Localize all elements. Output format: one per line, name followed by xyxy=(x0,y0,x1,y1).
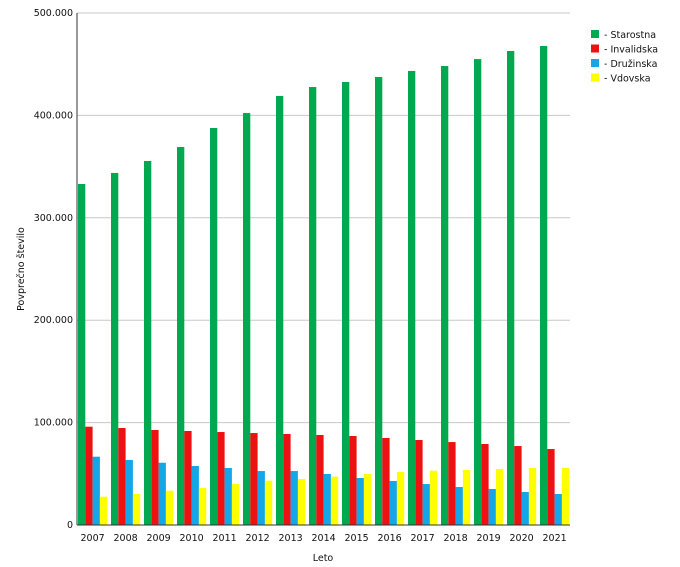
y-tick-label: 300.000 xyxy=(34,213,73,224)
bar-vdovska-2011 xyxy=(231,484,240,525)
bar-invalidska-2016 xyxy=(382,437,390,525)
x-tick-label: 2007 xyxy=(81,533,105,544)
bar-družinska-2010 xyxy=(191,466,199,525)
bar-družinska-2017 xyxy=(422,484,430,525)
bar-družinska-2013 xyxy=(290,471,298,525)
bar-družinska-2007 xyxy=(92,456,100,525)
bar-družinska-2011 xyxy=(224,467,232,525)
bar-družinska-2018 xyxy=(455,487,463,525)
bar-starostna-2016 xyxy=(375,77,383,525)
bar-družinska-2008 xyxy=(125,459,133,525)
x-tick-label: 2011 xyxy=(213,533,237,544)
bar-vdovska-2008 xyxy=(132,493,141,525)
legend-label: - Vdovska xyxy=(604,74,651,85)
bar-starostna-2009 xyxy=(144,160,152,525)
bar-starostna-2013 xyxy=(276,95,284,525)
bar-družinska-2009 xyxy=(158,462,166,525)
y-tick-label: 200.000 xyxy=(34,315,73,326)
axes xyxy=(76,13,570,526)
bar-invalidska-2014 xyxy=(316,434,324,525)
bar-starostna-2017 xyxy=(408,70,416,525)
bar-vdovska-2017 xyxy=(429,470,438,525)
x-tick-label: 2016 xyxy=(378,533,402,544)
x-tick-label: 2017 xyxy=(411,533,435,544)
x-tick-label: 2020 xyxy=(510,533,534,544)
x-tick-label: 2012 xyxy=(246,533,270,544)
bar-invalidska-2017 xyxy=(415,440,423,525)
legend-swatch xyxy=(591,59,599,67)
bar-invalidska-2015 xyxy=(349,436,357,525)
bar-starostna-2019 xyxy=(474,59,482,526)
bar-invalidska-2018 xyxy=(448,442,456,525)
bar-starostna-2015 xyxy=(342,82,350,525)
bar-družinska-2019 xyxy=(488,488,496,525)
bar-invalidska-2019 xyxy=(481,444,489,525)
x-tick-label: 2019 xyxy=(477,533,501,544)
bar-vdovska-2014 xyxy=(330,476,339,525)
x-tick-label: 2013 xyxy=(279,533,303,544)
bar-vdovska-2013 xyxy=(297,479,306,525)
bar-invalidska-2009 xyxy=(151,429,159,525)
bar-starostna-2011 xyxy=(210,127,218,525)
legend-label: - Invalidska xyxy=(604,45,658,56)
y-tick-label: 0 xyxy=(67,520,73,531)
legend: - Starostna - Invalidska - Družinska - Vdov… xyxy=(591,30,658,85)
bar-družinska-2015 xyxy=(356,477,364,525)
bar-starostna-2007 xyxy=(78,184,86,525)
bar-starostna-2021 xyxy=(540,45,548,525)
bar-družinska-2012 xyxy=(257,471,265,525)
bar-starostna-2008 xyxy=(111,172,119,526)
bar-invalidska-2020 xyxy=(514,446,522,525)
x-tick-label: 2015 xyxy=(345,533,369,544)
legend-label: - Družinska xyxy=(604,59,657,70)
bar-starostna-2010 xyxy=(177,147,185,525)
x-tick-label: 2018 xyxy=(444,533,468,544)
y-tick-label: 100.000 xyxy=(34,418,73,429)
x-axis-label: Leto xyxy=(313,553,334,564)
bar-vdovska-2018 xyxy=(462,470,471,525)
x-tick-labels: 2007 2008 2009 2010 2011 2012 2013 2014 2015 2016… xyxy=(81,533,567,544)
bar-invalidska-2007 xyxy=(85,426,93,525)
y-tick-label: 500.000 xyxy=(34,8,73,19)
legend-swatch xyxy=(591,30,599,38)
bar-vdovska-2016 xyxy=(396,471,405,525)
bar-vdovska-2015 xyxy=(363,474,372,525)
x-tick-label: 2021 xyxy=(543,533,567,544)
y-tick-label: 400.000 xyxy=(34,110,73,121)
bar-starostna-2018 xyxy=(441,66,449,525)
bar-družinska-2021 xyxy=(554,493,562,525)
bar-vdovska-2007 xyxy=(99,496,108,525)
legend-swatch xyxy=(591,44,599,53)
bar-vdovska-2020 xyxy=(528,467,537,525)
bar-vdovska-2010 xyxy=(198,488,207,525)
bar-invalidska-2011 xyxy=(217,432,225,525)
bar-starostna-2012 xyxy=(243,113,251,525)
legend-label: - Starostna xyxy=(604,30,656,41)
bar-invalidska-2010 xyxy=(184,430,192,525)
gridlines xyxy=(77,12,570,424)
bar-invalidska-2021 xyxy=(547,449,555,525)
bars xyxy=(78,45,570,526)
x-tick-label: 2014 xyxy=(312,533,336,544)
x-tick-label: 2008 xyxy=(114,533,138,544)
bar-starostna-2014 xyxy=(309,87,317,525)
bar-vdovska-2021 xyxy=(561,467,570,525)
bar-vdovska-2019 xyxy=(495,468,504,525)
y-tick-labels: 0 100.000 200.000 300.000 400.000 500.000 xyxy=(34,8,73,531)
bar-invalidska-2012 xyxy=(250,433,258,525)
bar-družinska-2016 xyxy=(389,480,397,525)
bar-vdovska-2012 xyxy=(264,480,273,525)
x-tick-label: 2010 xyxy=(180,533,204,544)
bar-invalidska-2008 xyxy=(118,428,126,525)
bar-družinska-2020 xyxy=(521,492,529,525)
bar-družinska-2014 xyxy=(323,474,331,525)
bar-invalidska-2013 xyxy=(283,433,291,525)
x-tick-label: 2009 xyxy=(147,533,171,544)
legend-swatch xyxy=(591,73,599,82)
bar-starostna-2020 xyxy=(507,50,515,526)
y-axis-label: Povprečno število xyxy=(16,227,27,311)
bar-vdovska-2009 xyxy=(165,490,174,525)
